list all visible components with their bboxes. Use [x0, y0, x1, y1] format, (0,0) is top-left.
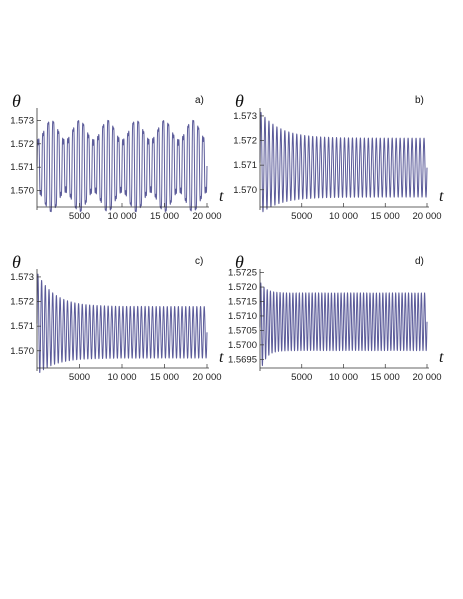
x-tick-label: 15 000 — [150, 372, 179, 383]
x-tick-label: 15 000 — [371, 372, 400, 383]
y-tick-label: 1.5715 — [228, 296, 257, 307]
y-axis-title: θ — [12, 252, 21, 272]
chart-panel-3: 1.570 1.571 1.572 1.573 5000 10 000 15 000 20 0… — [10, 252, 224, 383]
theta-series-line — [36, 273, 208, 373]
panel-label: a) — [195, 95, 204, 106]
y-tick-label: 1.572 — [10, 297, 34, 308]
chart-panel-2: 1.570 1.571 1.572 1.573 5000 10 000 15 000 20 0… — [233, 91, 444, 222]
chart-panel-4: 1.5695 1.5700 1.5705 1.5710 1.5715 1.5720 1.57… — [228, 252, 444, 383]
panel-label: d) — [415, 256, 424, 267]
x-axis-title: t — [439, 349, 444, 366]
x-tick-label: 10 000 — [107, 211, 136, 222]
y-tick-label: 1.573 — [10, 272, 34, 283]
x-tick-label: 20 000 — [412, 211, 441, 222]
y-tick-label: 1.572 — [10, 139, 34, 150]
x-tick-label: 15 000 — [371, 211, 400, 222]
x-tick-label: 5000 — [69, 211, 90, 222]
x-tick-label: 10 000 — [107, 372, 136, 383]
x-tick-label: 5000 — [69, 372, 90, 383]
y-tick-label: 1.5695 — [228, 354, 257, 365]
x-tick-label: 15 000 — [150, 211, 179, 222]
x-tick-label: 20 000 — [192, 372, 221, 383]
y-tick-label: 1.5720 — [228, 282, 257, 293]
y-tick-label: 1.571 — [233, 160, 257, 171]
x-axis-title: t — [219, 188, 224, 205]
y-tick-label: 1.573 — [10, 115, 34, 126]
y-tick-label: 1.5710 — [228, 311, 257, 322]
y-tick-label: 1.571 — [10, 162, 34, 173]
x-tick-label: 5000 — [291, 211, 312, 222]
y-tick-label: 1.570 — [233, 185, 257, 196]
y-tick-label: 1.572 — [233, 136, 257, 147]
theta-series-line — [259, 282, 428, 367]
x-tick-label: 5000 — [291, 372, 312, 383]
y-axis-title: θ — [235, 252, 244, 272]
y-tick-label: 1.5705 — [228, 325, 257, 336]
y-tick-label: 1.573 — [233, 111, 257, 122]
panel-label: c) — [195, 256, 203, 267]
chart-panel-1: 1.570 1.571 1.572 1.573 5000 10 000 15 000 20 0… — [10, 91, 224, 222]
x-tick-label: 10 000 — [329, 211, 358, 222]
x-tick-label: 10 000 — [329, 372, 358, 383]
theta-series-line — [259, 111, 428, 213]
x-tick-label: 20 000 — [412, 372, 441, 383]
x-axis-title: t — [439, 188, 444, 205]
y-tick-label: 1.570 — [10, 346, 34, 357]
panel-label: b) — [415, 95, 424, 106]
y-tick-label: 1.5700 — [228, 340, 257, 351]
y-axis-title: θ — [235, 91, 244, 111]
x-tick-label: 20 000 — [192, 211, 221, 222]
y-tick-label: 1.570 — [10, 186, 34, 197]
y-tick-label: 1.5725 — [228, 268, 257, 279]
x-axis-title: t — [219, 349, 224, 366]
theta-series-line — [36, 119, 208, 213]
y-tick-label: 1.571 — [10, 321, 34, 332]
y-axis-title: θ — [12, 91, 21, 111]
